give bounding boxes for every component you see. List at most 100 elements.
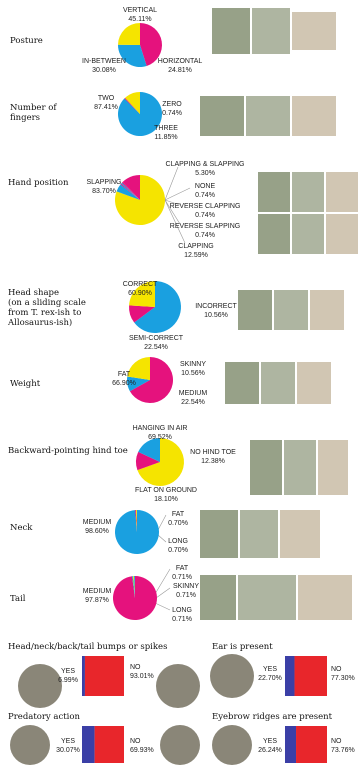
value-label: 30.08% — [92, 67, 116, 74]
value-label: 0.71% — [176, 592, 196, 599]
pie-slice — [112, 576, 157, 620]
value-label: 24.81% — [168, 67, 192, 74]
category-label: MEDIUM — [82, 519, 112, 526]
photo — [284, 440, 316, 495]
photo — [238, 575, 296, 620]
chart-subtitle: (on a sliding scale from T. rex-ish to A… — [8, 298, 86, 328]
pie-slice — [118, 23, 140, 45]
leader-line — [154, 568, 171, 595]
category-label: SEMI-CORRECT — [128, 335, 184, 342]
value-label: 22.70% — [258, 675, 282, 682]
value-label: 93.01% — [130, 673, 154, 680]
leader-line — [164, 199, 186, 244]
value-label: 0.74% — [195, 192, 215, 199]
category-label: CLAPPING & SLAPPING — [165, 161, 245, 168]
value-label: 11.85% — [154, 134, 178, 141]
leader-line — [164, 187, 191, 201]
photo — [200, 510, 238, 558]
value-label: 0.70% — [168, 520, 188, 527]
pie-slice — [127, 376, 150, 392]
category-label: SKINNY — [172, 583, 200, 590]
chart-title: Neck — [10, 523, 33, 533]
photo — [240, 510, 278, 558]
category-label: FAT — [171, 511, 185, 518]
photo — [212, 725, 252, 765]
photo — [326, 214, 358, 254]
pie-slice — [116, 184, 140, 200]
value-label: 0.74% — [162, 110, 182, 117]
value-label: 0.70% — [168, 547, 188, 554]
chart-title: Posture — [10, 36, 43, 46]
pie-slice — [117, 44, 147, 67]
value-label: 10.56% — [204, 312, 228, 319]
chart-title: Backward-pointing hind toe — [8, 446, 128, 456]
photo — [160, 725, 200, 765]
category-label: SKINNY — [179, 361, 207, 368]
category-label: YES — [262, 666, 278, 673]
pie-slice — [129, 357, 173, 403]
value-label: 10.56% — [181, 370, 205, 377]
value-label: 5.30% — [195, 170, 215, 177]
chart-title: Head/neck/back/tail bumps or spikes — [8, 642, 168, 652]
leader-line — [155, 587, 171, 599]
bar-segment — [94, 726, 124, 763]
value-label: 77.30% — [331, 675, 355, 682]
photo — [212, 8, 250, 54]
photo — [250, 440, 282, 495]
photo — [225, 362, 259, 404]
category-label: LONG — [172, 607, 192, 614]
leader-line — [154, 602, 171, 611]
photo — [292, 12, 336, 50]
value-label: 0.74% — [195, 212, 215, 219]
chart-title: Eyebrow ridges are present — [212, 712, 333, 722]
value-label: 97.87% — [85, 597, 109, 604]
pie-slice — [134, 576, 135, 598]
category-label: LONG — [168, 538, 188, 545]
category-label: FAT — [117, 371, 131, 378]
photo — [298, 575, 352, 620]
category-label: HORIZONTAL — [157, 58, 203, 65]
pie-slice — [132, 576, 135, 598]
pie-slice — [122, 175, 140, 200]
bar-segment — [82, 726, 95, 763]
pie-slice — [134, 281, 181, 333]
photo — [274, 290, 308, 330]
bar-segment — [285, 656, 295, 696]
value-label: 45.11% — [128, 16, 152, 23]
category-label: NO HIND TOE — [190, 449, 236, 456]
photo — [261, 362, 295, 404]
chart-title: Head shape — [8, 288, 60, 298]
chart-title: Hand position — [8, 178, 69, 188]
category-label: NO — [331, 666, 342, 673]
category-label: IN-BETWEEN — [82, 58, 126, 65]
leader-line — [157, 534, 167, 543]
chart-title: Weight — [10, 379, 41, 389]
pie-slice — [138, 438, 160, 462]
value-label: 22.54% — [144, 344, 168, 351]
value-label: 0.71% — [172, 616, 192, 623]
category-label: NO — [331, 738, 342, 745]
pie-slice — [120, 183, 140, 200]
category-label: YES — [262, 738, 278, 745]
photo — [318, 440, 348, 495]
category-label: MEDIUM — [82, 588, 112, 595]
bar-segment — [294, 656, 327, 696]
category-label: VERTICAL — [122, 7, 158, 14]
chart-title: Predatory action — [8, 712, 80, 722]
value-label: 87.41% — [94, 104, 118, 111]
pie-slice — [127, 357, 150, 380]
pie-slice — [135, 510, 137, 532]
value-label: 69.52% — [148, 434, 172, 441]
category-label: NO — [130, 738, 141, 745]
value-label: 6.99% — [58, 677, 78, 684]
category-label: FLAT ON GROUND — [135, 487, 197, 494]
bar-segment — [285, 726, 297, 763]
photo — [258, 172, 290, 212]
pie-slice — [129, 305, 155, 323]
category-label: ZERO — [162, 101, 182, 108]
value-label: 83.70% — [92, 188, 116, 195]
photo — [156, 664, 200, 708]
value-label: 66.90% — [112, 380, 136, 387]
leader-line — [164, 199, 181, 206]
category-label: MEDIUM — [178, 390, 208, 397]
